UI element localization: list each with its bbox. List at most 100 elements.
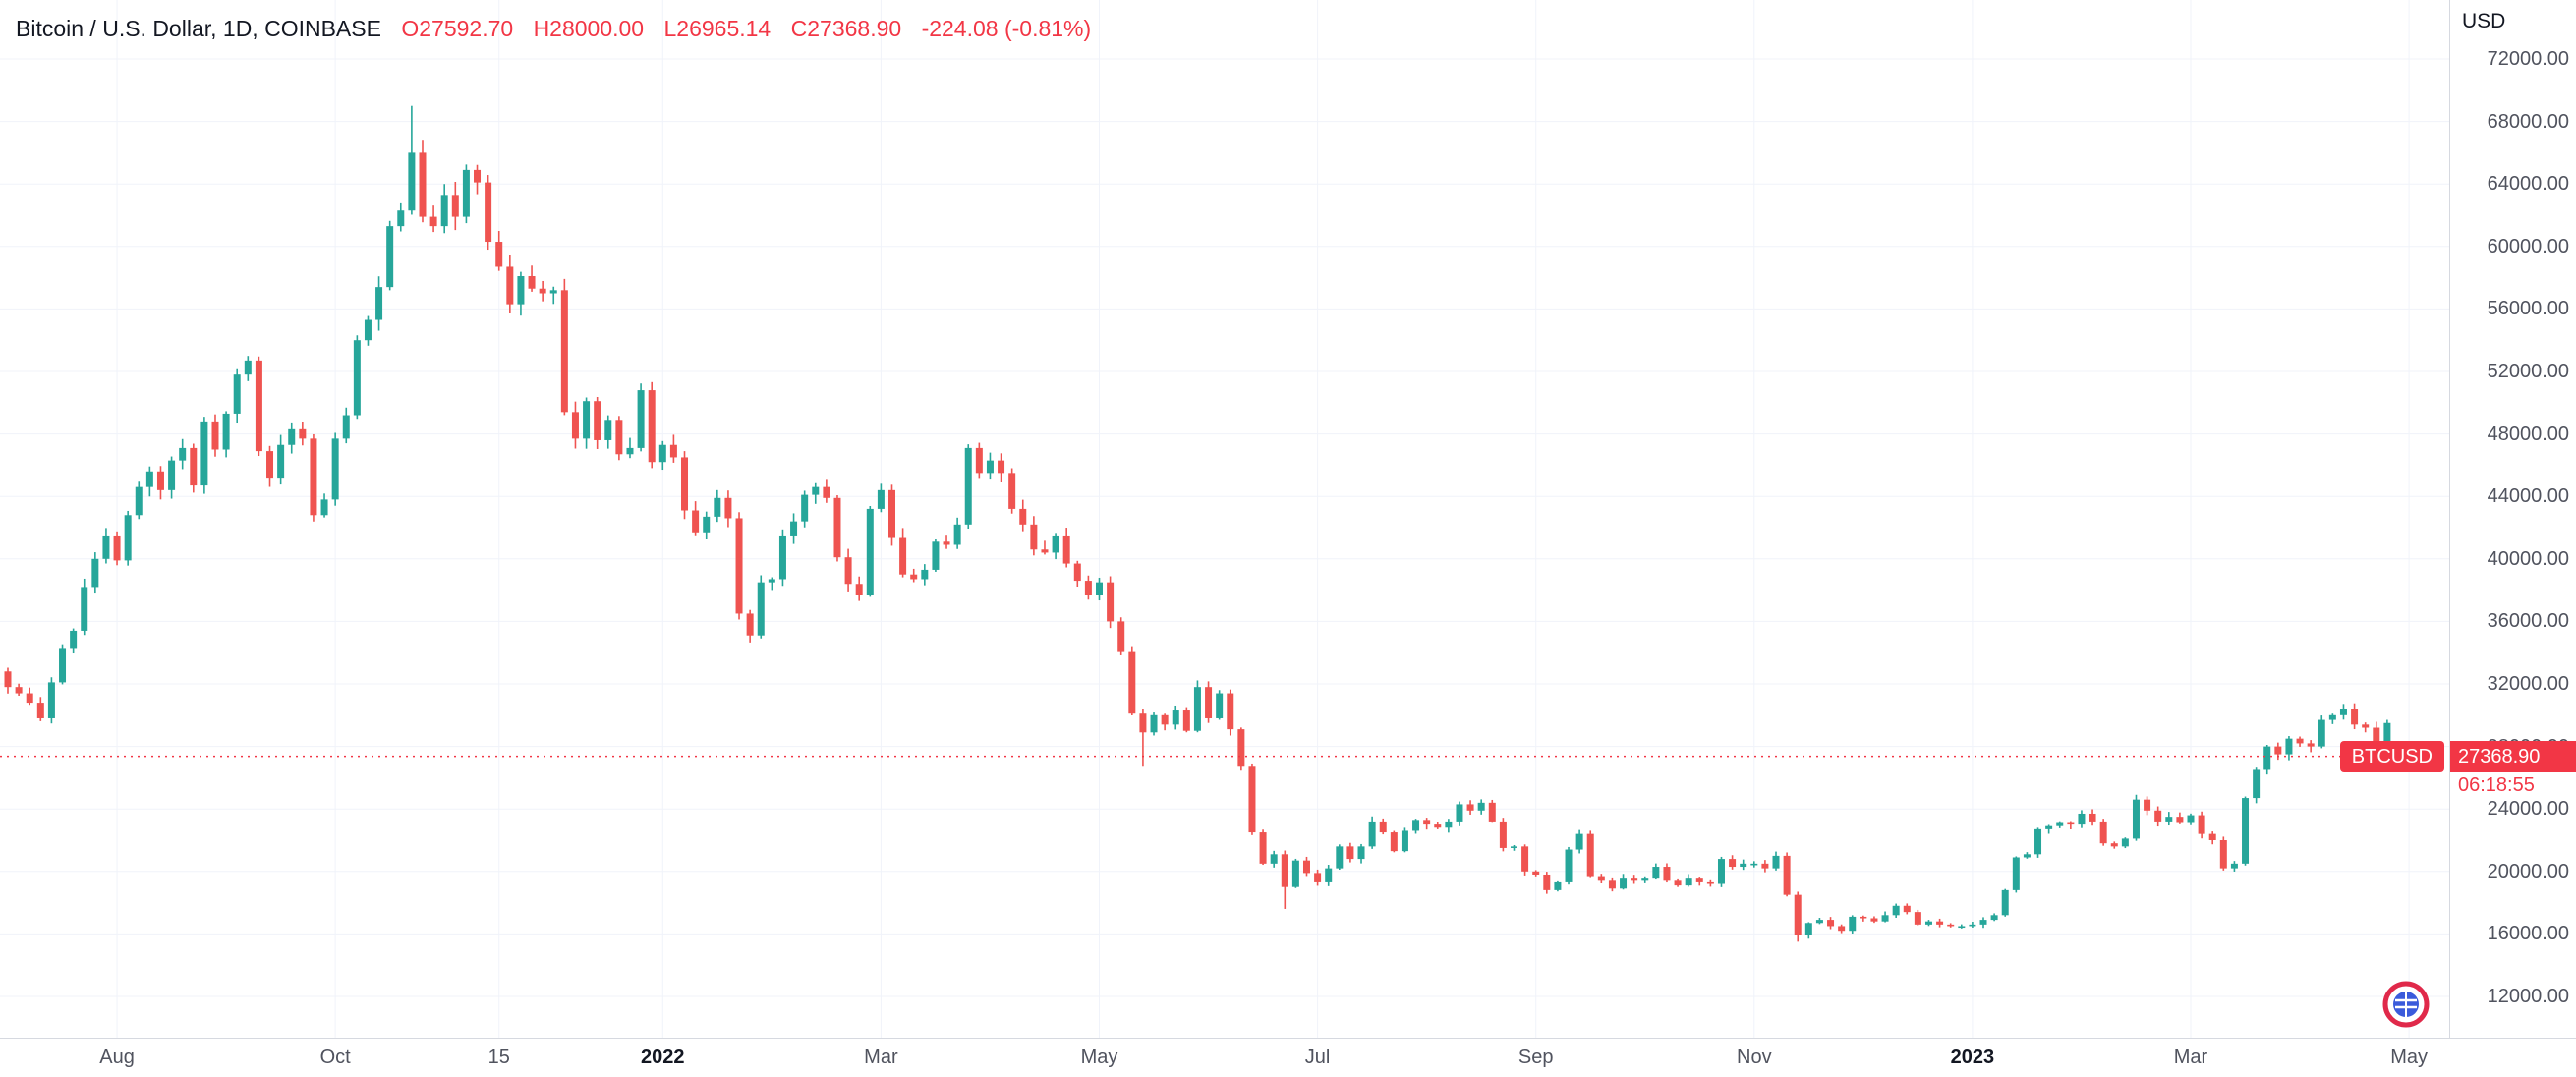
candle-body [2078, 813, 2086, 825]
candle-body [1205, 687, 1213, 718]
candle-body [1827, 920, 1835, 927]
candle-body [255, 360, 262, 452]
price-axis-label: 16000.00 [2487, 923, 2569, 945]
candle-body [1510, 846, 1517, 848]
time-axis-label: 2023 [1950, 1047, 1995, 1068]
candle-body [998, 460, 1005, 474]
candle-body [1663, 867, 1671, 881]
candle-body [1193, 687, 1201, 731]
candle-body [266, 451, 274, 479]
candle-body [419, 152, 427, 217]
price-change: -224.08 (-0.81%) [921, 16, 1092, 41]
candle-body [2263, 746, 2271, 770]
candle-body [222, 413, 230, 450]
candle-body [233, 374, 241, 414]
candle-body [2176, 817, 2184, 823]
candle-body [528, 276, 536, 289]
current-price-label: 27368.90 [2450, 740, 2576, 772]
candle-body [615, 420, 623, 455]
candle-body [2132, 799, 2140, 839]
time-axis-label: May [2390, 1047, 2428, 1068]
candlestick-chart[interactable] [0, 0, 2576, 1038]
price-axis-label: 60000.00 [2487, 235, 2569, 257]
price-axis-currency-label: USD [2462, 10, 2506, 32]
candle-body [331, 438, 339, 500]
candle-body [823, 486, 830, 498]
candle-body [549, 290, 557, 294]
candle-body [757, 582, 765, 636]
candle-body [1990, 915, 1998, 921]
candle-body [1096, 582, 1103, 595]
candle-body [877, 489, 885, 509]
candle-body [1947, 924, 1955, 927]
candle-body [1586, 833, 1594, 877]
candle-body [1172, 710, 1179, 725]
candle-body [1892, 905, 1900, 916]
candle-body [1641, 878, 1649, 881]
candle-body [953, 524, 961, 545]
candle-body [1870, 918, 1878, 922]
candle-body [1881, 915, 1889, 922]
candle-body [4, 671, 12, 688]
candle-body [1860, 916, 1867, 919]
price-axis-label: 40000.00 [2487, 547, 2569, 570]
price-axis[interactable]: USD 72000.00 68000.00 64000.00 60000.00 5600… [2449, 0, 2576, 1038]
candle-body [47, 682, 55, 718]
candle-body [1979, 920, 1987, 925]
candle-body [1466, 804, 1474, 811]
candle-body [2144, 799, 2151, 811]
candle-body [485, 182, 492, 243]
candle-body [1368, 821, 1376, 847]
candle-body [1008, 473, 1016, 509]
watermark-logo-icon[interactable] [2382, 981, 2430, 1028]
time-axis-label: Jul [1304, 1047, 1331, 1068]
candle-body [26, 693, 33, 704]
candle-body [658, 444, 666, 463]
candle-body [2208, 833, 2216, 840]
price-axis-label: 56000.00 [2487, 298, 2569, 320]
candle-body [1073, 563, 1081, 582]
candle-body [812, 486, 820, 495]
candle-body [1969, 924, 1976, 927]
candle-body [1291, 860, 1299, 887]
candle-body [1608, 880, 1616, 889]
candle-body [1750, 863, 1758, 866]
candle-body [1794, 894, 1802, 935]
candle-body [59, 648, 67, 683]
candle-body [1128, 651, 1136, 714]
candle-body [1107, 582, 1115, 622]
candle-body [648, 390, 656, 463]
candle-body [277, 444, 285, 479]
candle-body [1958, 926, 1966, 929]
candle-body [560, 290, 568, 413]
candle-body [1161, 714, 1169, 725]
candle-body [1740, 863, 1747, 868]
candle-body [724, 497, 732, 519]
candle-body [833, 497, 841, 558]
time-axis-label: Nov [1737, 1047, 1772, 1068]
candle-body [703, 516, 711, 533]
candle-body [1499, 821, 1507, 848]
price-axis-label: 72000.00 [2487, 48, 2569, 70]
time-axis[interactable]: Aug Oct 15 2022 Mar May Jul Sep Nov 2023 Mar May [0, 1038, 2576, 1077]
candle-body [124, 515, 132, 561]
candle-body [1685, 878, 1692, 886]
candle-body [1216, 693, 1224, 718]
candle-body [320, 499, 328, 516]
candle-body [1477, 802, 1485, 811]
candle-body [604, 420, 612, 440]
candle-body [288, 428, 296, 445]
candle-body [1936, 921, 1944, 925]
candle-body [1695, 878, 1703, 882]
candle-body [778, 535, 786, 580]
symbol-title[interactable]: Bitcoin / U.S. Dollar, 1D, COINBASE [16, 16, 381, 41]
candle-body [1631, 878, 1638, 881]
time-axis-label: Oct [319, 1047, 351, 1068]
candle-body [1346, 846, 1354, 860]
candle-body [517, 276, 525, 305]
candle-body [2274, 746, 2282, 755]
candle-body [2089, 813, 2096, 822]
candle-body [168, 460, 176, 490]
candle-body [1030, 524, 1038, 550]
candle-body [1401, 830, 1408, 852]
